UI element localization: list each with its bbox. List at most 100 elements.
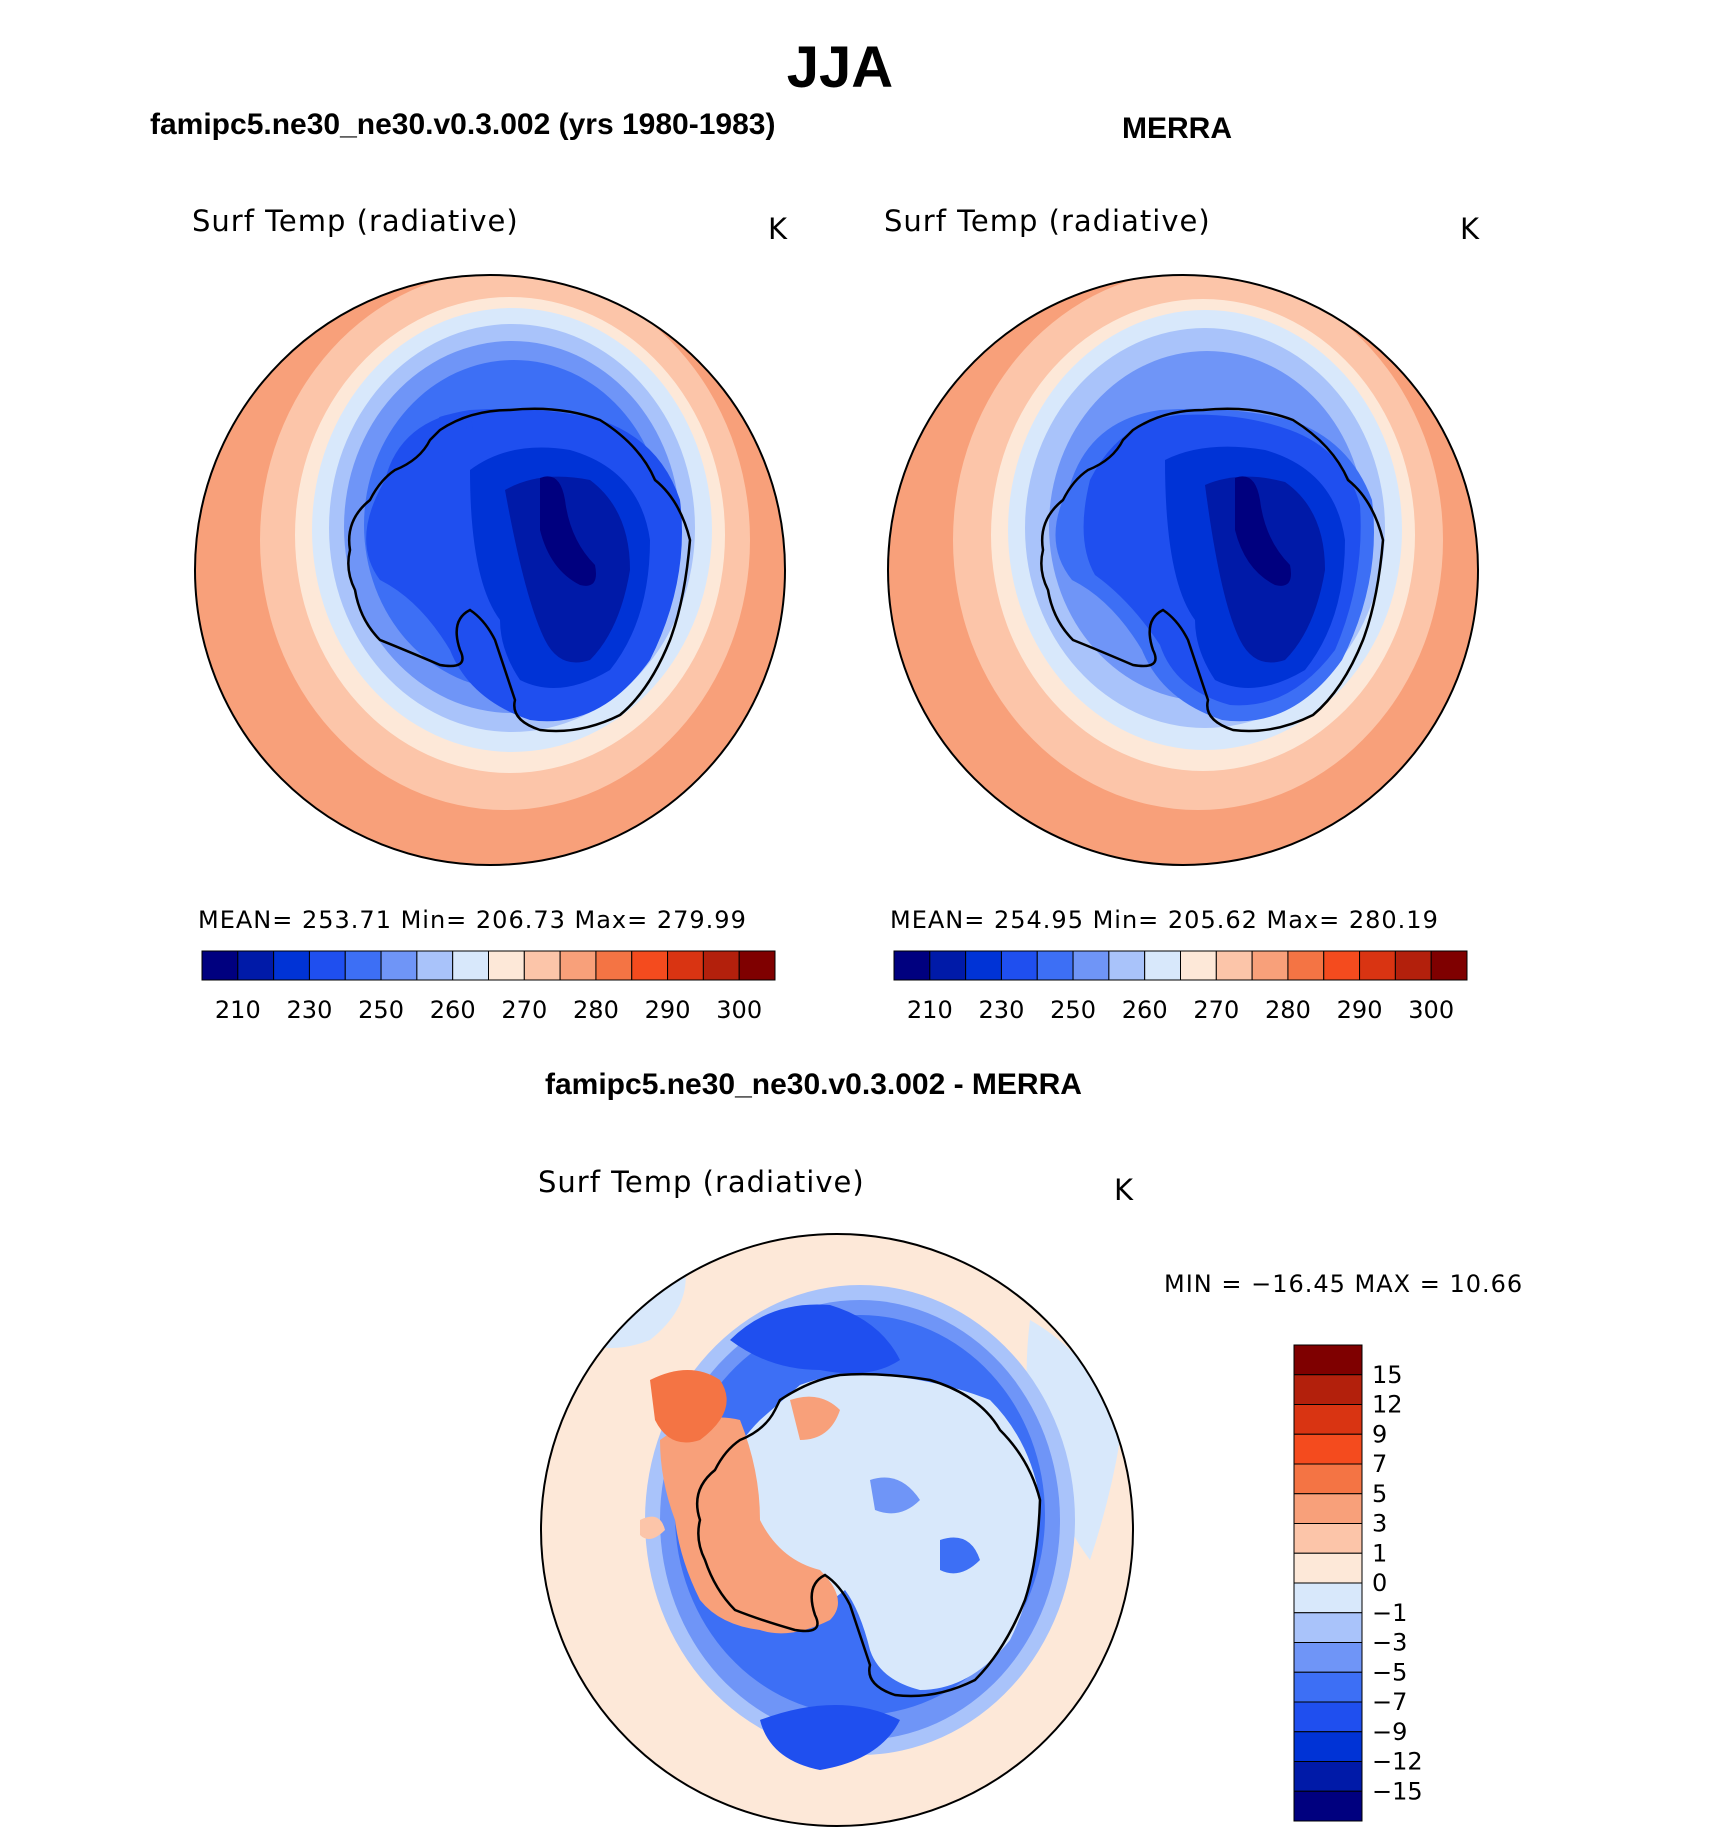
- panel-3-colorbar-tick-label: 7: [1372, 1450, 1387, 1478]
- panel-3-colorbar-tick-label: −1: [1372, 1599, 1407, 1627]
- panel-2-colorbar-swatch: [1215, 950, 1253, 981]
- panel-3-colorbar-swatch: [1293, 1404, 1363, 1435]
- panel-1-colorbar-swatch: [273, 950, 310, 981]
- panel-2-colorbar-swatch: [1180, 950, 1217, 981]
- panel-1-colorbar-swatch: [488, 950, 525, 981]
- panel-3-colorbar-tick-label: 12: [1372, 1391, 1403, 1419]
- panel-3-coastline: [695, 1372, 1042, 1698]
- panel-3-colorbar-swatch: [1293, 1433, 1363, 1465]
- panel-3-colorbar-swatch: [1293, 1493, 1363, 1524]
- panel-3-colorbar-tick-label: −12: [1372, 1748, 1423, 1776]
- panel-2-colorbar-swatch: [1394, 950, 1432, 981]
- panel-1-colorbar-tick-label: 300: [716, 996, 762, 1024]
- panel-3-colorbar-tick-label: −7: [1372, 1688, 1407, 1716]
- panel-1-colorbar: 210 230 250 260 270 280 290 300: [201, 950, 776, 1024]
- panel-3-colorbar-swatch: [1293, 1790, 1363, 1822]
- panel-1-colorbar-swatch: [595, 950, 633, 981]
- panel-1-stats: MEAN= 253.71 Min= 206.73 Max= 279.99: [198, 906, 747, 934]
- panel-3-colorbar-swatch: [1293, 1463, 1363, 1495]
- panel-1-colorbar-tick-label: 280: [573, 996, 619, 1024]
- panel-3-colorbar-tick-label: 1: [1372, 1539, 1387, 1567]
- panel-3-colorbar-tick-label: 5: [1372, 1480, 1387, 1508]
- panel-3-units: K: [1114, 1173, 1135, 1207]
- panel-2-colorbar-swatch: [1000, 950, 1038, 981]
- panel-2-colorbar-swatch: [1144, 950, 1181, 981]
- panel-3-colorbar-tick-label: 3: [1372, 1510, 1387, 1538]
- panel-2-colorbar-swatch: [1072, 950, 1110, 981]
- panel-2-colorbar-tick-label: 210: [907, 996, 953, 1024]
- panel-1-coastline: [347, 407, 692, 733]
- panel-3-colorbar-tick-label: −15: [1372, 1777, 1423, 1805]
- panel-2-colorbar-tick-label: 290: [1337, 996, 1383, 1024]
- panel-2-title: MERRA: [1122, 112, 1232, 145]
- panel-2-colorbar-swatch: [1108, 950, 1146, 981]
- panel-3-colorbar-tick-label: −3: [1372, 1629, 1407, 1657]
- panel-3-colorbar-swatch: [1293, 1671, 1363, 1703]
- panel-1-colorbar-tick-label: 290: [645, 996, 691, 1024]
- panel-2-colorbar-tick-label: 280: [1265, 996, 1311, 1024]
- panel-3-colorbar-swatch: [1293, 1731, 1363, 1762]
- panel-2-colorbar-swatch: [1251, 950, 1289, 981]
- panel-1-colorbar-swatch: [667, 950, 704, 981]
- panel-2-colorbar: 210 230 250 260 270 280 290 300: [893, 950, 1468, 1024]
- panel-2-colorbar-tick-label: 230: [979, 996, 1025, 1024]
- panel-2-coastline: [1040, 407, 1385, 733]
- panel-1-variable: Surf Temp (radiative): [192, 204, 519, 238]
- panel-3-colorbar-swatch: [1293, 1761, 1363, 1792]
- panel-3-colorbar-tick-label: −5: [1372, 1658, 1407, 1686]
- panel-3-colorbar-swatch: [1293, 1374, 1363, 1405]
- panel-1-colorbar-swatch: [631, 950, 669, 981]
- panel-2-colorbar-swatch: [965, 950, 1002, 981]
- panel-3-colorbar-tick-label: 15: [1372, 1361, 1403, 1389]
- panel-3-colorbar-tick-label: 9: [1372, 1420, 1387, 1448]
- panel-1-colorbar-swatch: [738, 950, 776, 981]
- panel-1-colorbar-tick-label: 270: [501, 996, 547, 1024]
- panel-2-units: K: [1460, 212, 1481, 246]
- panel-1-colorbar-swatch: [344, 950, 382, 981]
- panel-1-colorbar-swatch: [523, 950, 561, 981]
- panel-2-colorbar-tick-label: 270: [1193, 996, 1239, 1024]
- panel-1-colorbar-swatch: [559, 950, 597, 981]
- panel-2-colorbar-swatch: [893, 950, 931, 981]
- panel-2-colorbar-swatch: [1036, 950, 1074, 981]
- panel-3-colorbar-tick-label: 0: [1372, 1569, 1387, 1597]
- main-title: JJA: [786, 35, 894, 100]
- panel-3-colorbar-swatch: [1293, 1582, 1363, 1614]
- panel-2-colorbar-swatch: [1359, 950, 1396, 981]
- panel-2-colorbar-tick-label: 250: [1050, 996, 1096, 1024]
- panel-1-map-boundary: [194, 274, 786, 866]
- panel-2-colorbar-swatch: [1430, 950, 1468, 981]
- panel-3-colorbar-swatch: [1293, 1523, 1363, 1554]
- panel-1-colorbar-swatch: [702, 950, 740, 981]
- panel-1-map: [195, 275, 785, 865]
- panel-2-colorbar-tick-label: 300: [1408, 996, 1454, 1024]
- panel-1-colorbar-swatch: [237, 950, 275, 981]
- panel-2-variable: Surf Temp (radiative): [884, 204, 1211, 238]
- panel-3-colorbar-swatch: [1293, 1642, 1363, 1673]
- panel-1-title: famipc5.ne30_ne30.v0.3.002 (yrs 1980-198…: [150, 108, 776, 141]
- panel-3-colorbar-swatch: [1293, 1552, 1363, 1584]
- panel-2-colorbar-swatch: [1287, 950, 1325, 981]
- panel-3-variable: Surf Temp (radiative): [538, 1165, 865, 1199]
- panel-1-colorbar-swatch: [308, 950, 346, 981]
- panel-3-stats: MIN = −16.45 MAX = 10.66: [1164, 1270, 1524, 1298]
- panel-1-colorbar-swatch: [380, 950, 418, 981]
- panel-3-map-boundary: [540, 1233, 1134, 1827]
- panel-2-colorbar-swatch: [1323, 950, 1361, 981]
- panel-2-colorbar-swatch: [929, 950, 967, 981]
- panel-3-colorbar-swatch: [1293, 1701, 1363, 1733]
- panel-2-colorbar-tick-label: 260: [1122, 996, 1168, 1024]
- panel-3-colorbar-swatch: [1293, 1612, 1363, 1643]
- panel-3-colorbar-swatch: [1293, 1344, 1363, 1376]
- panel-1-colorbar-swatch: [416, 950, 454, 981]
- panel-2-map: [888, 275, 1478, 865]
- panel-1-colorbar-swatch: [201, 950, 239, 981]
- panel-1-colorbar-tick-label: 230: [287, 996, 333, 1024]
- panel-1-units: K: [768, 212, 789, 246]
- panel-3-title: famipc5.ne30_ne30.v0.3.002 - MERRA: [545, 1068, 1082, 1101]
- panel-3-map: [541, 1234, 1133, 1826]
- panel-2-map-boundary: [887, 274, 1479, 866]
- panel-1-colorbar-tick-label: 260: [430, 996, 476, 1024]
